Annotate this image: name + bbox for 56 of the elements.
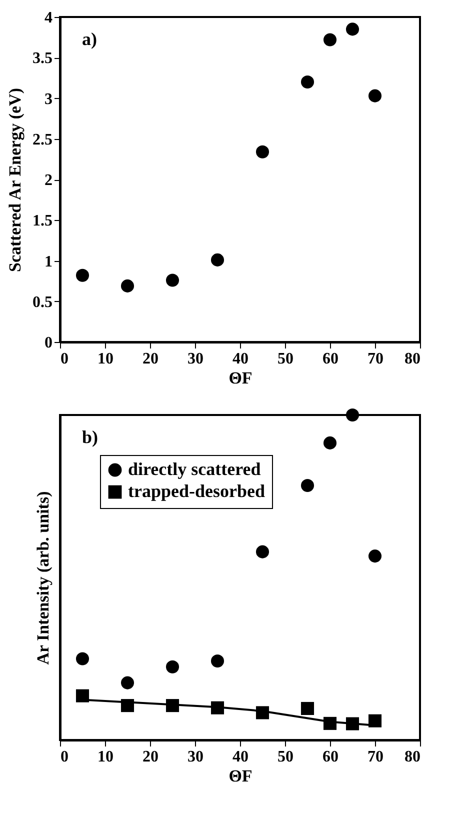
- point: [120, 279, 134, 292]
- x-tick-label: 10: [98, 748, 114, 766]
- point: [256, 545, 270, 558]
- point: [210, 253, 224, 266]
- point: [300, 702, 314, 715]
- y-tick-label: 0: [44, 334, 52, 352]
- x-tick-label: 70: [368, 748, 384, 766]
- x-tick-label: 30: [188, 748, 204, 766]
- x-tick-label: 70: [368, 350, 384, 368]
- point: [166, 660, 180, 674]
- annotation: b): [82, 427, 98, 447]
- x-tick-label: 60: [322, 350, 338, 368]
- x-tick-label: 0: [60, 350, 68, 368]
- y-tick-label: 0.5: [32, 294, 52, 311]
- point: [300, 479, 314, 492]
- point: [76, 268, 90, 282]
- point: [346, 408, 360, 422]
- y-tick-label: 3: [44, 90, 52, 108]
- y-tick-label: 1: [44, 253, 52, 270]
- y-tick-label: 3.5: [32, 50, 52, 68]
- x-tick-label: 50: [278, 748, 294, 766]
- x-tick-label: 50: [278, 350, 294, 368]
- x-tick-label: 10: [98, 350, 114, 368]
- point: [346, 22, 360, 36]
- x-tick-label: 40: [232, 350, 248, 368]
- point: [323, 33, 337, 46]
- point: [76, 652, 90, 666]
- x-axis-title: ΘF: [228, 368, 252, 388]
- point: [368, 714, 382, 728]
- y-tick-label: 1.5: [32, 212, 52, 230]
- x-tick-label: 80: [404, 748, 420, 766]
- x-tick-label: 30: [188, 350, 204, 368]
- x-tick-label: 40: [232, 748, 248, 766]
- y-tick-label: 4: [44, 10, 52, 26]
- x-tick-label: 80: [404, 350, 420, 368]
- point: [120, 676, 134, 690]
- point: [166, 274, 180, 287]
- y-axis-title: Scattered Ar Energy (eV): [6, 88, 24, 272]
- y-axis-title: Ar Intensity (arb. units): [34, 491, 52, 665]
- point: [368, 550, 382, 563]
- x-tick-label: 20: [142, 748, 158, 766]
- x-tick-label: 0: [60, 748, 68, 766]
- annotation: a): [82, 29, 97, 49]
- point: [300, 75, 314, 89]
- x-tick-label: 60: [322, 748, 338, 766]
- legend-label: trapped-desorbed: [128, 481, 266, 501]
- x-tick-label: 20: [142, 350, 158, 368]
- point: [368, 89, 382, 102]
- y-tick-label: 2.5: [32, 131, 52, 148]
- point: [256, 145, 270, 158]
- y-tick-label: 2: [44, 172, 52, 189]
- point: [323, 436, 337, 450]
- point: [210, 654, 224, 668]
- x-axis-title: ΘF: [228, 766, 252, 786]
- legend-label: directly scattered: [128, 459, 261, 479]
- point: [76, 689, 90, 702]
